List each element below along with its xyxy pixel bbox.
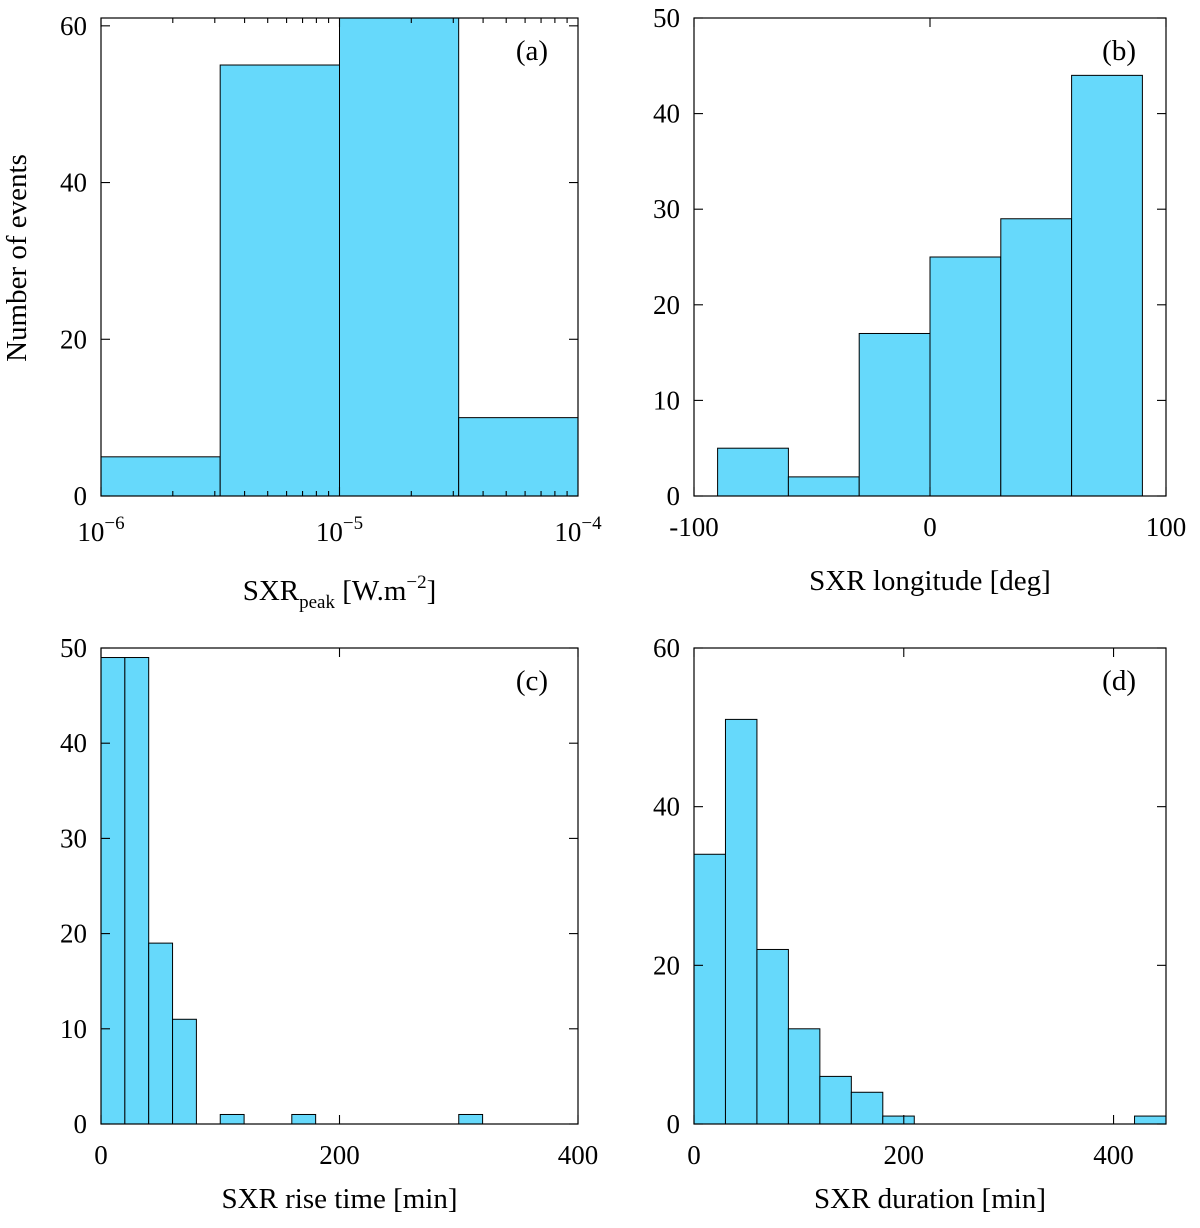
histogram-bar xyxy=(172,1018,197,1125)
x-axis-label: SXR rise time [min] xyxy=(221,1183,457,1215)
histogram-bar xyxy=(882,1115,915,1125)
y-tick-label: 10 xyxy=(60,1014,87,1044)
y-tick-label: 0 xyxy=(667,481,681,511)
x-tick-label: 100 xyxy=(1146,512,1187,542)
histogram-bar xyxy=(929,256,1002,497)
histogram-bar xyxy=(724,718,758,1125)
x-tick-label: 0 xyxy=(94,1140,108,1170)
panel-label: (c) xyxy=(516,665,548,697)
x-axis-label: SXR longitude [deg] xyxy=(809,565,1051,597)
x-tick-label: 200 xyxy=(884,1140,925,1170)
histogram-bar xyxy=(787,1028,821,1125)
panel-label: (d) xyxy=(1102,665,1136,697)
y-tick-label: 20 xyxy=(60,919,87,949)
y-tick-label: 60 xyxy=(60,11,87,41)
x-axis-label: SXR duration [min] xyxy=(814,1183,1046,1215)
histogram-bar xyxy=(756,948,789,1125)
histogram-bar xyxy=(787,476,860,497)
panel-label: (a) xyxy=(516,35,548,67)
histogram-bar xyxy=(1000,218,1073,497)
y-tick-label: 40 xyxy=(60,168,87,198)
y-tick-label: 0 xyxy=(74,481,88,511)
histogram-bar xyxy=(148,942,174,1125)
x-tick-label: 200 xyxy=(319,1140,360,1170)
histogram-bar xyxy=(100,456,221,497)
histogram-bar xyxy=(717,447,789,497)
histogram-bar xyxy=(100,657,126,1125)
y-tick-label: 0 xyxy=(74,1109,88,1139)
panel-c: 0 10 20 30 40 50 0 200 400 SXR rise time [min] (c) xyxy=(60,633,598,1215)
y-tick-label: 60 xyxy=(653,633,680,663)
histogram-bar xyxy=(693,853,726,1125)
histogram-bar xyxy=(458,1113,484,1125)
histogram-bar xyxy=(1071,74,1143,497)
x-tick-label: 10−4 xyxy=(554,513,602,547)
y-tick-label: 40 xyxy=(653,99,680,129)
x-tick-label: 10−5 xyxy=(316,513,363,547)
y-tick-label: 30 xyxy=(60,823,87,853)
y-tick-label: 20 xyxy=(653,290,680,320)
x-tick-label: -100 xyxy=(669,512,719,542)
y-tick-label: 50 xyxy=(653,3,680,33)
histogram-bar xyxy=(219,1113,245,1125)
y-tick-label: 40 xyxy=(60,728,87,758)
histogram-bar xyxy=(858,332,931,497)
plot-frame xyxy=(693,647,1167,1125)
y-axis-label: Number of events xyxy=(1,154,33,362)
histogram-bar xyxy=(458,417,579,497)
x-tick-label: 10−6 xyxy=(77,513,124,547)
x-tick-label: 400 xyxy=(1093,1140,1134,1170)
y-tick-label: 10 xyxy=(653,385,680,415)
histogram-bar xyxy=(819,1075,852,1125)
y-tick-label: 20 xyxy=(60,324,87,354)
panel-a: 0 20 40 60 10−6 10−5 10−4 SXRpeak [W.m−2] (a) xyxy=(60,11,602,613)
x-tick-label: 0 xyxy=(923,512,937,542)
histogram-bar xyxy=(124,657,150,1125)
histogram-bar xyxy=(1134,1115,1167,1125)
histogram-bar xyxy=(850,1091,884,1125)
x-tick-label: 400 xyxy=(558,1140,599,1170)
y-tick-label: 50 xyxy=(60,633,87,663)
y-tick-label: 30 xyxy=(653,194,680,224)
panel-label: (b) xyxy=(1102,35,1136,67)
y-tick-label: 20 xyxy=(653,950,680,980)
histogram-bar xyxy=(339,17,460,497)
histogram-bar xyxy=(219,64,340,497)
y-tick-label: 0 xyxy=(667,1109,681,1139)
panel-d: 0 20 40 60 0 200 400 SXR duration [min] (d) xyxy=(653,633,1167,1215)
y-tick-label: 40 xyxy=(653,792,680,822)
x-axis-label: SXRpeak [W.m−2] xyxy=(243,572,437,613)
x-tick-label: 0 xyxy=(687,1140,701,1170)
histogram-bar xyxy=(291,1113,317,1125)
